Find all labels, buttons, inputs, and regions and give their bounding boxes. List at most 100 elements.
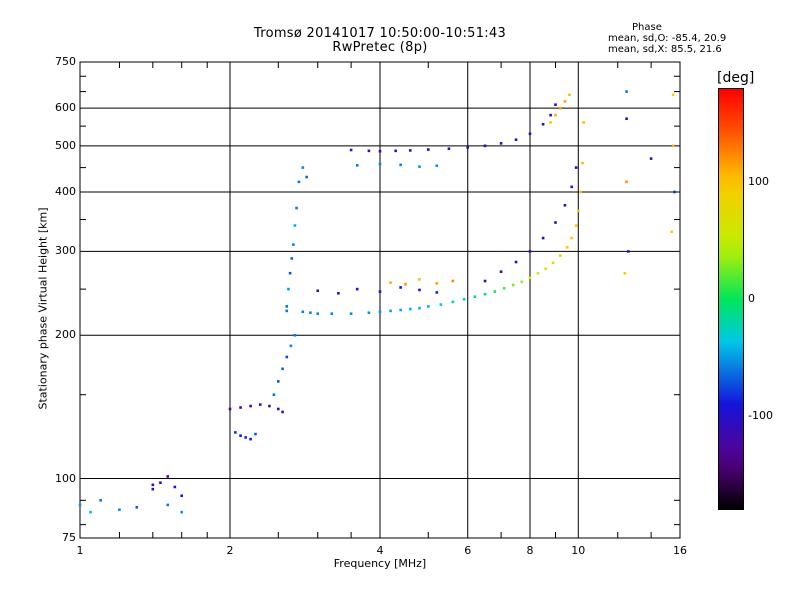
data-point	[574, 224, 578, 227]
y-tick-label: 500	[55, 138, 76, 152]
data-point	[290, 257, 294, 260]
data-point	[435, 164, 439, 168]
x-tick-label: 16	[673, 544, 687, 557]
data-point	[99, 499, 102, 502]
data-point	[514, 138, 518, 142]
data-point	[499, 142, 503, 145]
data-point	[625, 90, 628, 93]
data-point	[528, 132, 532, 136]
data-point	[166, 503, 170, 507]
data-point	[276, 380, 280, 383]
phase-stats-x-label: mean, sd,X:	[608, 44, 668, 55]
data-point	[268, 404, 271, 408]
data-point	[399, 163, 402, 167]
data-points	[78, 90, 676, 514]
data-point	[399, 308, 402, 312]
x-tick-label: 4	[376, 544, 384, 557]
data-point	[378, 162, 382, 166]
data-point	[295, 206, 298, 210]
phase-colorbar	[718, 88, 744, 510]
data-point	[254, 432, 257, 436]
data-point	[367, 311, 371, 315]
data-point	[151, 487, 155, 491]
data-point	[502, 286, 506, 290]
y-tick-label: 300	[55, 244, 76, 258]
data-point	[514, 260, 518, 264]
data-point	[355, 287, 359, 291]
data-point	[627, 250, 630, 253]
data-point	[554, 113, 557, 117]
y-tick-label: 75	[62, 531, 76, 544]
data-point	[582, 121, 585, 124]
data-point	[670, 230, 674, 234]
data-point	[528, 250, 532, 253]
phase-stats-o: mean, sd,O: -85.4, 20.9	[608, 33, 726, 44]
y-tick-label: 200	[55, 328, 76, 342]
data-point	[378, 149, 382, 153]
data-point	[287, 287, 290, 291]
data-point	[89, 510, 92, 514]
data-point	[239, 406, 242, 409]
data-point	[180, 494, 184, 498]
data-point	[316, 289, 320, 293]
data-point	[228, 407, 232, 411]
y-tick-label: 400	[55, 184, 76, 198]
data-point	[563, 100, 567, 103]
data-point	[447, 147, 451, 151]
data-point	[554, 221, 557, 224]
data-point	[581, 161, 584, 165]
data-point	[466, 146, 470, 149]
data-point	[399, 286, 402, 289]
y-tick-label: 750	[55, 55, 76, 68]
data-point	[285, 305, 289, 308]
data-point	[418, 165, 421, 168]
x-tick-label: 1	[76, 544, 84, 557]
data-point	[330, 312, 334, 315]
data-point	[285, 309, 289, 313]
data-point	[625, 117, 628, 121]
colorbar-tick-label: -100	[748, 409, 773, 423]
data-point	[367, 149, 371, 153]
data-point	[78, 503, 82, 507]
data-point	[576, 209, 580, 213]
data-point	[435, 282, 439, 285]
data-point	[349, 148, 353, 152]
data-point	[272, 393, 276, 397]
grid-lines	[80, 62, 680, 538]
data-point	[528, 276, 532, 280]
data-point	[292, 243, 295, 246]
data-point	[281, 410, 284, 414]
data-point	[549, 113, 552, 117]
data-point	[276, 407, 280, 411]
y-axis-label: Stationary phase Virtual Height [km]	[36, 207, 50, 410]
data-point	[625, 180, 628, 184]
x-tick-label: 6	[464, 544, 472, 557]
data-point	[285, 355, 289, 359]
data-point	[462, 297, 466, 301]
data-point	[570, 185, 573, 189]
data-point	[541, 236, 545, 240]
data-point	[355, 164, 359, 167]
data-point	[249, 404, 252, 408]
x-tick-label: 8	[526, 544, 534, 557]
data-point	[378, 290, 382, 293]
phase-stats-o-values: -85.4, 20.9	[671, 33, 727, 44]
data-point	[309, 311, 312, 315]
data-point	[249, 437, 252, 441]
data-point	[544, 267, 547, 270]
phase-stats-x: mean, sd,X: 85.5, 21.6	[608, 44, 722, 55]
data-point	[483, 292, 487, 296]
x-tick-label: 10	[571, 544, 586, 557]
data-point	[554, 103, 557, 107]
data-point	[558, 254, 562, 257]
data-point	[671, 144, 675, 148]
data-point	[389, 281, 392, 284]
data-point	[301, 310, 305, 314]
colorbar-tick-label: 100	[748, 174, 769, 188]
data-point	[536, 271, 540, 275]
data-point	[166, 475, 170, 478]
colorbar-unit-label: [deg]	[717, 70, 755, 86]
data-point	[151, 483, 155, 487]
data-point	[570, 236, 573, 240]
data-point	[439, 303, 443, 306]
